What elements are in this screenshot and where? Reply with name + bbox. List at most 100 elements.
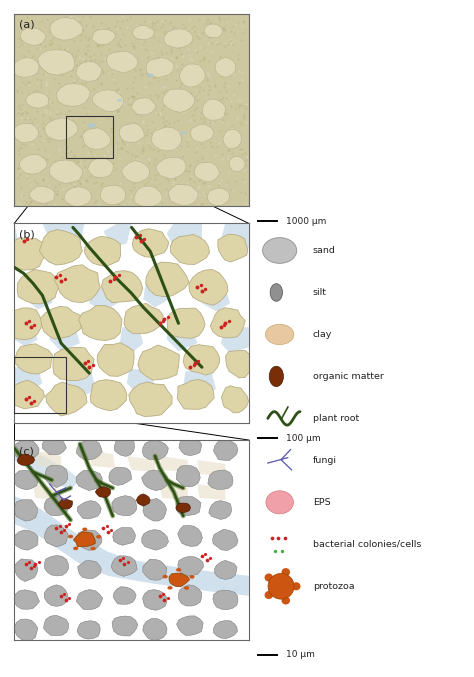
Point: [178, 32, 185, 43]
Point: [268, 532, 275, 543]
Point: [16, 106, 23, 117]
Point: [139, 141, 147, 152]
Point: [159, 315, 167, 326]
Point: [206, 56, 213, 66]
Point: [34, 181, 42, 192]
Point: [67, 146, 75, 156]
Polygon shape: [88, 158, 114, 177]
Point: [180, 107, 188, 118]
Point: [35, 169, 42, 180]
Point: [199, 53, 207, 64]
Point: [39, 16, 46, 27]
Point: [107, 276, 114, 287]
Point: [217, 38, 224, 49]
Point: [203, 74, 211, 85]
Point: [141, 179, 148, 190]
Polygon shape: [14, 559, 38, 582]
Point: [184, 26, 191, 37]
Point: [58, 87, 65, 98]
Point: [239, 15, 247, 26]
Point: [27, 196, 35, 206]
Point: [121, 40, 128, 51]
Point: [234, 94, 242, 105]
Point: [161, 119, 169, 130]
Point: [148, 186, 156, 197]
Point: [130, 178, 138, 189]
Point: [136, 192, 143, 203]
Point: [46, 64, 54, 74]
Point: [84, 147, 92, 158]
Point: [37, 87, 45, 98]
Point: [172, 174, 179, 185]
Point: [237, 152, 245, 163]
Point: [148, 66, 156, 77]
Point: [53, 126, 60, 137]
Point: [114, 144, 121, 154]
Point: [24, 134, 31, 145]
Point: [212, 24, 220, 35]
Point: [57, 590, 65, 601]
Point: [183, 37, 191, 47]
Ellipse shape: [263, 238, 297, 263]
Point: [113, 106, 121, 117]
Point: [76, 16, 84, 27]
Point: [31, 152, 39, 163]
Point: [227, 101, 235, 112]
Point: [178, 70, 185, 81]
Point: [188, 23, 196, 34]
Point: [27, 164, 35, 175]
Point: [206, 80, 213, 91]
Point: [198, 71, 205, 82]
Point: [123, 21, 131, 32]
Point: [155, 89, 162, 100]
Point: [174, 114, 182, 125]
Point: [34, 84, 41, 95]
Point: [22, 106, 29, 117]
Point: [196, 56, 204, 67]
Point: [224, 12, 231, 23]
Point: [96, 56, 103, 67]
Point: [18, 39, 26, 50]
Point: [67, 70, 75, 81]
Point: [46, 39, 53, 49]
Point: [79, 70, 87, 81]
Point: [62, 521, 70, 531]
Point: [75, 168, 82, 179]
Point: [33, 43, 40, 54]
Point: [168, 47, 175, 58]
Polygon shape: [204, 24, 222, 37]
Polygon shape: [95, 487, 110, 498]
Point: [183, 92, 191, 103]
Polygon shape: [178, 585, 201, 606]
Point: [37, 82, 45, 93]
Polygon shape: [167, 223, 202, 251]
Point: [214, 141, 221, 152]
Point: [84, 61, 91, 72]
Point: [227, 96, 234, 107]
Point: [235, 49, 242, 60]
Point: [148, 47, 155, 58]
Point: [186, 173, 194, 184]
Point: [39, 117, 46, 128]
Point: [130, 181, 138, 192]
Point: [118, 143, 126, 154]
Point: [47, 160, 55, 171]
Point: [144, 121, 151, 132]
Point: [193, 70, 201, 81]
Point: [91, 156, 98, 167]
Point: [59, 30, 67, 41]
Point: [176, 81, 183, 92]
Point: [68, 12, 75, 22]
Point: [28, 139, 36, 150]
Point: [210, 114, 218, 125]
Polygon shape: [45, 118, 78, 141]
Ellipse shape: [163, 575, 168, 578]
Point: [37, 75, 45, 86]
Point: [157, 144, 164, 155]
Point: [138, 22, 146, 32]
Point: [141, 43, 149, 54]
Point: [161, 121, 169, 131]
Point: [104, 146, 112, 156]
Point: [187, 66, 194, 77]
Polygon shape: [176, 503, 191, 512]
